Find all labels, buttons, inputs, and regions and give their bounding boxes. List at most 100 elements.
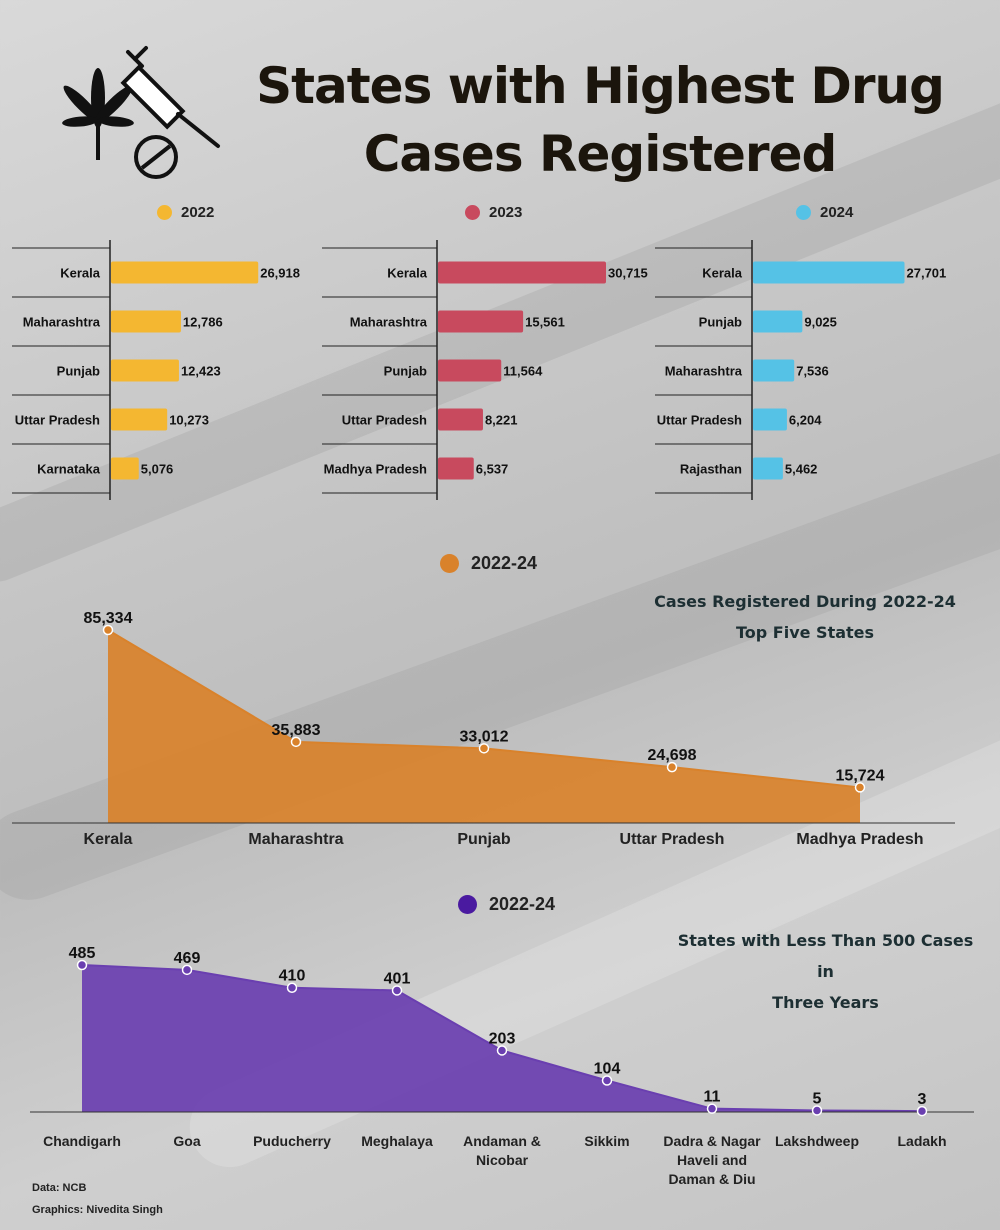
category-label-kerala: Kerala (387, 266, 428, 281)
legend-label-2023: 2023 (489, 204, 523, 221)
data-point (286, 982, 298, 993)
pill-icon (134, 135, 178, 179)
data-point (666, 761, 678, 773)
value-label: 5,462 (785, 462, 818, 477)
category-label: Maharashtra (248, 831, 343, 848)
legend-dot-under500 (458, 895, 477, 914)
value-label: 5,076 (141, 462, 174, 477)
legend-label-2022: 2022 (181, 204, 215, 221)
category-label: Daman & Diu (668, 1171, 755, 1187)
bar-uttar-pradesh (111, 408, 168, 431)
bar-kerala (111, 261, 259, 284)
data-source-credit: Data: NCB (32, 1182, 87, 1194)
category-label-rajasthan: Rajasthan (680, 462, 742, 477)
value-label: 410 (279, 968, 306, 985)
value-label: 85,334 (84, 610, 133, 627)
category-label-uttar-pradesh: Uttar Pradesh (15, 413, 100, 428)
category-label: Meghalaya (361, 1133, 433, 1149)
chart-title-top5: Cases Registered During 2022-24 Top Five… (650, 586, 960, 648)
chart-title-under500-line: Three Years (772, 993, 879, 1012)
legend-label-top5: 2022-24 (471, 553, 538, 573)
category-label-punjab: Punjab (699, 315, 742, 330)
bar-rajasthan (753, 457, 783, 480)
data-point (102, 624, 114, 636)
value-label: 401 (384, 970, 411, 987)
category-label: Nicobar (476, 1152, 529, 1168)
bar-uttar-pradesh (438, 408, 483, 431)
value-label: 12,786 (183, 315, 223, 330)
value-label: 30,715 (608, 266, 648, 281)
legend-dot-2022 (157, 205, 172, 220)
value-label: 12,423 (181, 364, 221, 379)
category-label: Punjab (457, 831, 511, 848)
bar-chart-2024: Kerala 27,701 Punjab 9,025 Maharashtra 7,536 U… (655, 240, 947, 500)
bar-chart-2022: Kerala 26,918 Maharashtra 12,786 Punjab 12,42… (12, 240, 300, 500)
value-label: 11 (704, 1089, 721, 1106)
legend-dot-2023 (465, 205, 480, 220)
area-chart-top5: 85,334 Kerala 35,883 Maharashtra 33,012 Punja… (12, 610, 955, 848)
category-label: Goa (173, 1133, 200, 1149)
category-label: Lakshdweep (775, 1133, 859, 1149)
area-chart-under500: 485 Chandigarh 469 Goa 410 Puducherry 401 Megha… (30, 945, 974, 1187)
value-label: 203 (489, 1030, 516, 1047)
value-label: 24,698 (648, 747, 697, 764)
value-label: 35,883 (272, 722, 321, 739)
area-fill (108, 630, 860, 823)
category-label: Puducherry (253, 1133, 331, 1149)
data-point (496, 1045, 508, 1056)
category-label: Haveli and (677, 1152, 747, 1168)
data-point (478, 743, 490, 754)
category-label: Andaman & (463, 1133, 541, 1149)
bar-maharashtra (438, 310, 524, 333)
category-label: Ladakh (897, 1133, 946, 1149)
value-label: 8,221 (485, 413, 518, 428)
category-label-uttar-pradesh: Uttar Pradesh (657, 413, 742, 428)
value-label: 26,918 (260, 266, 300, 281)
page-title: States with Highest Drug Cases Registere… (256, 57, 945, 183)
category-label-kerala: Kerala (702, 266, 743, 281)
category-label-maharashtra: Maharashtra (23, 315, 101, 330)
data-point (854, 782, 866, 793)
legend-2024: 2024 (796, 204, 853, 221)
category-label: Uttar Pradesh (620, 831, 725, 848)
legend-2023: 2023 (465, 204, 522, 221)
data-point (181, 964, 193, 976)
bar-punjab (438, 359, 502, 382)
value-label: 9,025 (804, 315, 837, 330)
category-label: Sikkim (584, 1133, 629, 1149)
value-label: 5 (813, 1090, 822, 1107)
data-point (290, 736, 302, 748)
legend-label-under500: 2022-24 (489, 894, 556, 914)
legend-2022: 2022 (157, 204, 214, 221)
chart-title-top5-line: Cases Registered During 2022-24 (654, 592, 956, 611)
category-label-punjab: Punjab (384, 364, 427, 379)
bar-maharashtra (111, 310, 181, 333)
category-label: Kerala (84, 831, 133, 848)
bar-chart-2023: Kerala 30,715 Maharashtra 15,561 Punjab 11,56… (322, 240, 648, 500)
bar-madhya-pradesh (438, 457, 474, 480)
data-point (706, 1103, 718, 1114)
hero-illustration (62, 46, 220, 179)
data-point (601, 1075, 613, 1086)
value-label: 27,701 (907, 266, 947, 281)
cannabis-leaf-icon (62, 68, 134, 160)
category-label: Dadra & Nagar (663, 1133, 761, 1149)
category-label-madhya-pradesh: Madhya Pradesh (324, 462, 427, 477)
legend-top5: 2022-24 (440, 553, 537, 574)
chart-title-under500-line: States with Less Than 500 Cases in (677, 931, 974, 981)
category-label-maharashtra: Maharashtra (350, 315, 428, 330)
bar-kerala (753, 261, 905, 284)
bar-karnataka (111, 457, 139, 480)
value-label: 469 (174, 950, 201, 967)
legend-dot-2024 (796, 205, 811, 220)
category-label-kerala: Kerala (60, 266, 101, 281)
chart-title-under500: States with Less Than 500 Cases in Three… (668, 925, 983, 1018)
syringe-icon (120, 46, 220, 148)
value-label: 6,204 (789, 413, 822, 428)
bar-maharashtra (753, 359, 795, 382)
data-point (391, 985, 403, 996)
data-point (811, 1105, 823, 1116)
data-point (916, 1105, 928, 1117)
value-label: 104 (594, 1060, 621, 1077)
value-label: 7,536 (796, 364, 829, 379)
